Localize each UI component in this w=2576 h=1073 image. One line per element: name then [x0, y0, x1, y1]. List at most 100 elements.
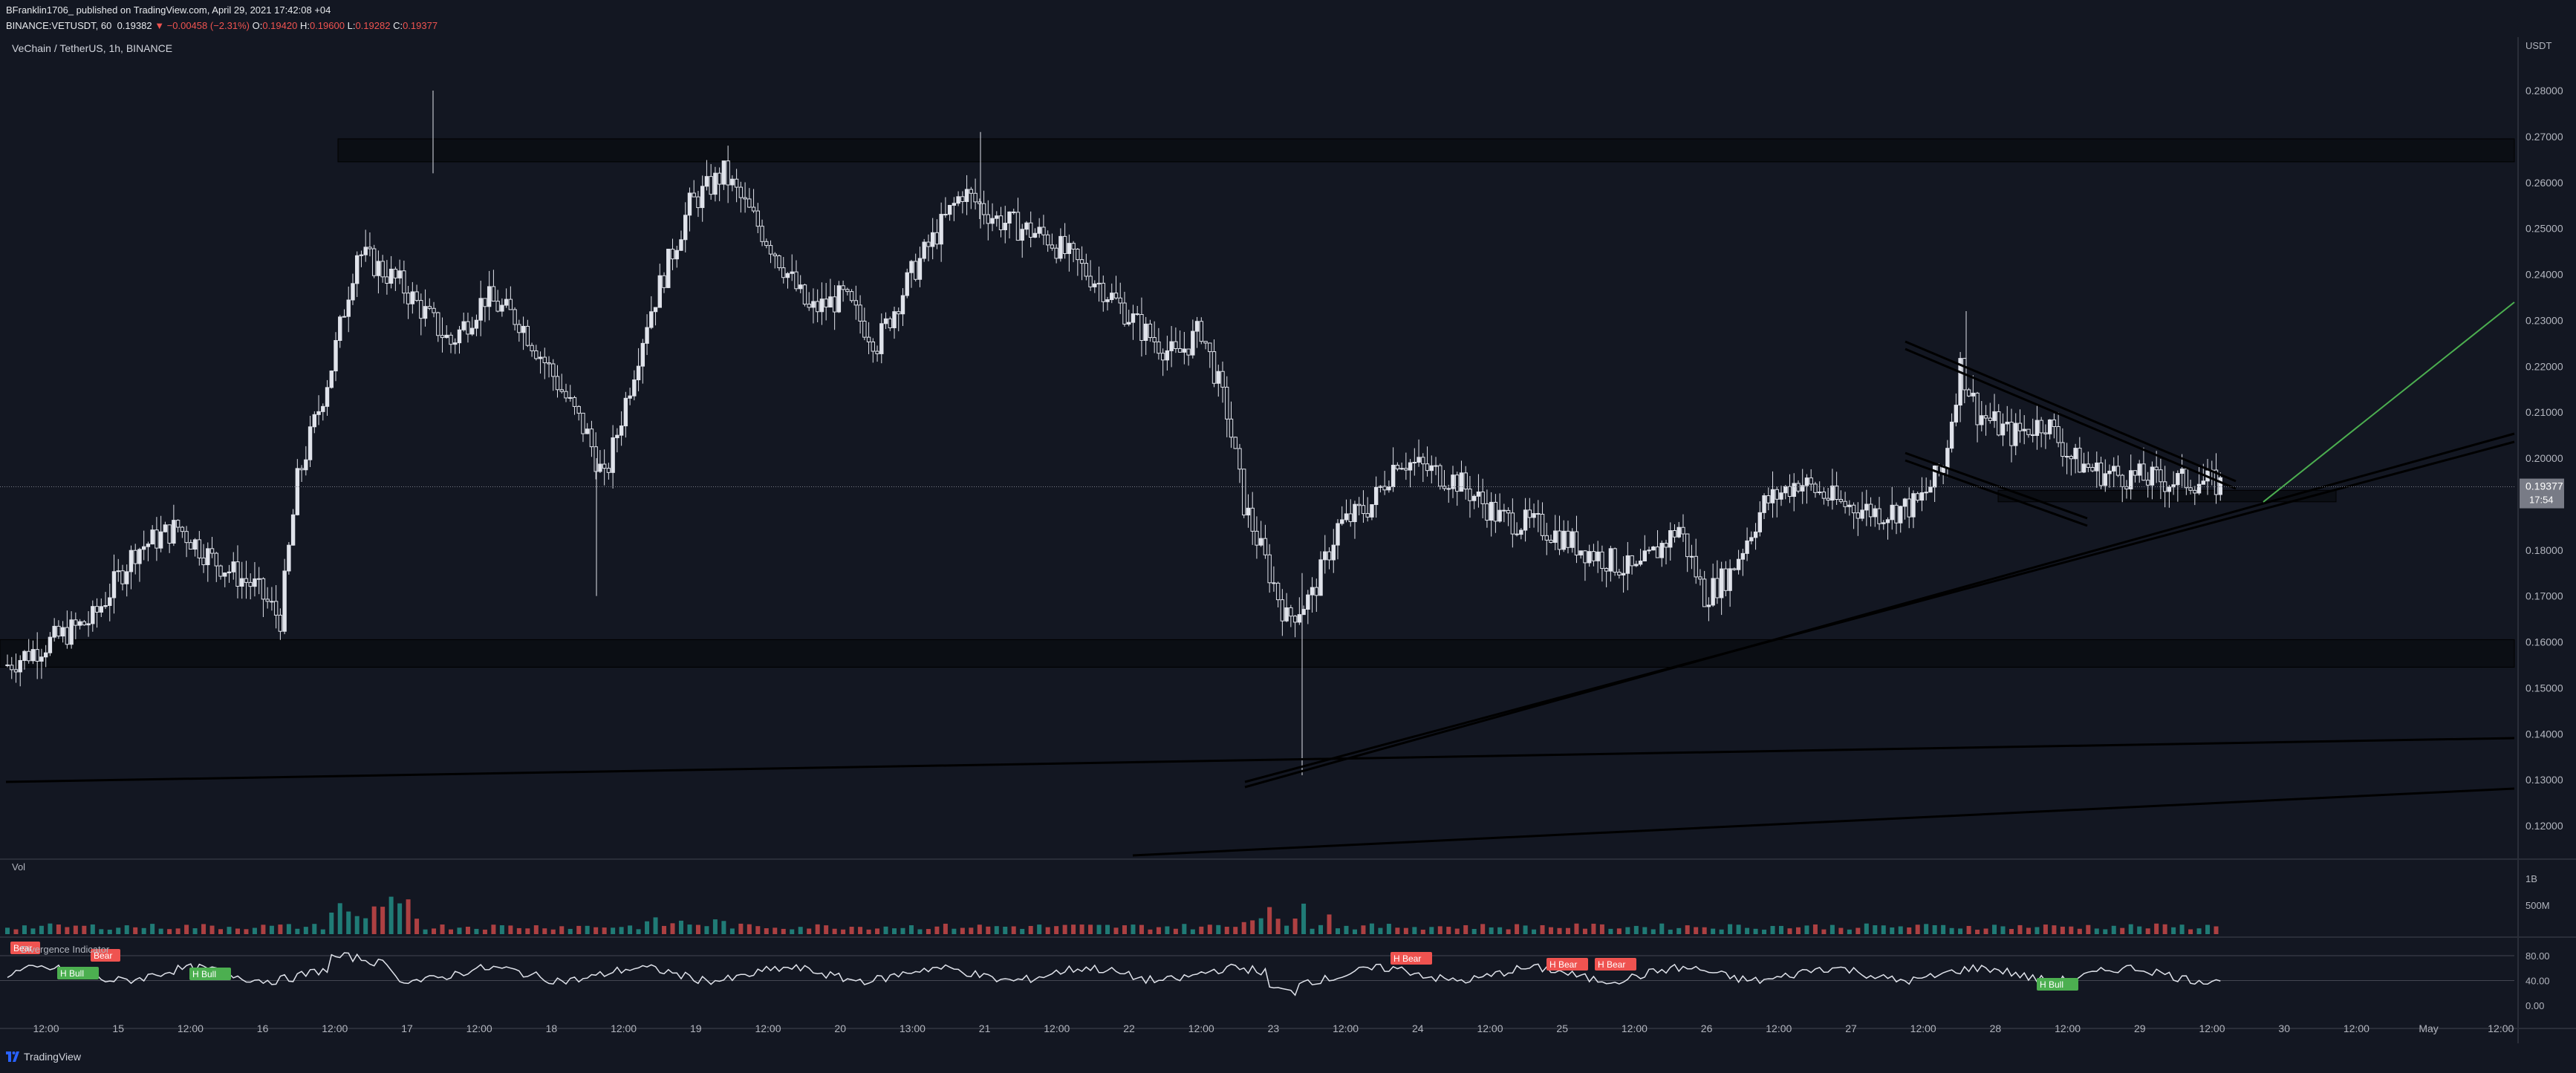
candle-body: [1775, 489, 1779, 500]
volume-bar: [1736, 924, 1741, 934]
candle-body: [1118, 297, 1122, 304]
chart-canvas[interactable]: 1B 500M Bear Bear H Bull H Bull H Bear H Bear H…: [0, 37, 2576, 1043]
candle-body: [1076, 249, 1080, 261]
candle-body: [1843, 500, 1847, 507]
trend-line[interactable]: [1244, 440, 2515, 783]
price-pane[interactable]: [0, 37, 2576, 1043]
candle-body: [632, 379, 637, 397]
candle-body: [77, 621, 82, 626]
trend-line[interactable]: [1905, 451, 2088, 520]
volume-bar: [423, 929, 428, 934]
candle-body: [1378, 486, 1383, 488]
volume-bar: [1753, 928, 1758, 934]
volume-bar: [449, 929, 453, 934]
volume-bar: [1054, 926, 1059, 934]
volume-bar: [1924, 924, 1929, 934]
candle-body: [572, 397, 577, 407]
volume-bar: [1173, 928, 1178, 934]
volume-bar: [1949, 927, 1954, 934]
projection-line[interactable]: [2263, 301, 2515, 503]
price-axis[interactable]: 0.28000 0.27000 0.26000 0.25000 0.24000 0.230…: [2520, 40, 2564, 832]
candle-body: [2171, 484, 2176, 488]
candle-body: [256, 578, 261, 580]
trend-line[interactable]: [1905, 459, 2088, 527]
candle-body: [1250, 507, 1255, 532]
candle-body: [60, 627, 65, 637]
candle-body: [261, 578, 266, 600]
trend-line[interactable]: [1244, 432, 2515, 789]
candle-body: [1079, 259, 1084, 264]
candle-body: [410, 291, 415, 304]
candle-body: [209, 548, 215, 554]
candle-body: [1706, 604, 1711, 607]
candle-body: [1421, 457, 1425, 465]
candle-body: [1753, 531, 1758, 538]
candle-body: [1003, 222, 1007, 230]
volume-bar: [1958, 928, 1963, 934]
candle-body: [453, 342, 458, 345]
candle-body: [888, 318, 892, 328]
candle-body: [1135, 313, 1139, 316]
support-resistance-zone[interactable]: [1997, 489, 2337, 503]
candle-body: [1084, 263, 1089, 277]
support-resistance-zone[interactable]: [337, 138, 2515, 163]
time-axis[interactable]: 12:00 15 12:00 16 12:00 17 12:00 18 12:00 19 12:00…: [33, 1023, 2514, 1034]
time-tick-label: 25: [1556, 1023, 1568, 1034]
candle-body: [785, 273, 790, 278]
trend-line[interactable]: [1905, 340, 2237, 483]
volume-bar: [465, 927, 470, 934]
support-resistance-zone[interactable]: [0, 639, 2515, 668]
volume-bar: [1515, 924, 1520, 934]
legend-title: VeChain / TetherUS, 1h, BINANCE: [12, 42, 172, 54]
candle-body: [133, 549, 137, 564]
candle-body: [1105, 299, 1110, 302]
candle-body: [1894, 504, 1899, 524]
volume-bar: [1454, 928, 1460, 934]
candle-body: [155, 529, 159, 549]
volume-bar: [457, 927, 462, 934]
time-tick-label: 12:00: [1477, 1023, 1503, 1034]
trend-line[interactable]: [1905, 348, 2237, 490]
volume-bar: [875, 928, 880, 934]
candle-body: [1685, 533, 1690, 558]
candle-body: [1096, 282, 1102, 284]
volume-bar: [1702, 927, 1707, 934]
candle-body: [866, 336, 871, 342]
candle-body: [253, 578, 257, 587]
candle-body: [952, 203, 957, 206]
candle-body: [2061, 442, 2065, 457]
volume-bar: [2094, 928, 2099, 934]
candle-body: [1157, 341, 1161, 354]
candle-body: [466, 321, 470, 335]
candle-body: [2005, 421, 2009, 425]
trend-line[interactable]: [1132, 787, 2515, 857]
volume-bar: [1676, 927, 1682, 934]
volume-bar: [1420, 929, 1425, 934]
candle-body: [504, 299, 509, 306]
volume-bar: [2196, 928, 2202, 934]
candle-body: [30, 649, 36, 662]
bear-marker-label: Bear: [94, 950, 112, 961]
candle-body: [1664, 543, 1668, 548]
time-tick-label: 12:00: [1333, 1023, 1359, 1034]
volume-bar: [1728, 924, 1733, 934]
candle-body: [773, 253, 777, 257]
tradingview-logo[interactable]: TradingView: [6, 1051, 81, 1063]
volume-bar: [482, 929, 487, 934]
volume-bar: [1131, 924, 1136, 934]
candle-body: [1237, 448, 1242, 470]
price-tick-label: 0.25000: [2525, 223, 2563, 235]
candle-body: [1071, 243, 1076, 250]
candle-body: [1924, 492, 1928, 494]
candle-body: [640, 342, 645, 367]
volume-bar: [1762, 929, 1767, 934]
candle-body: [2069, 456, 2074, 460]
time-tick-label: 21: [979, 1023, 991, 1034]
candle-body: [611, 437, 615, 473]
candle-body: [1992, 411, 1997, 421]
time-tick-label: 12:00: [755, 1023, 781, 1034]
candle-body: [1284, 607, 1289, 622]
candle-body: [2179, 469, 2185, 474]
trend-line[interactable]: [5, 737, 2515, 783]
candle-body: [1536, 513, 1541, 515]
